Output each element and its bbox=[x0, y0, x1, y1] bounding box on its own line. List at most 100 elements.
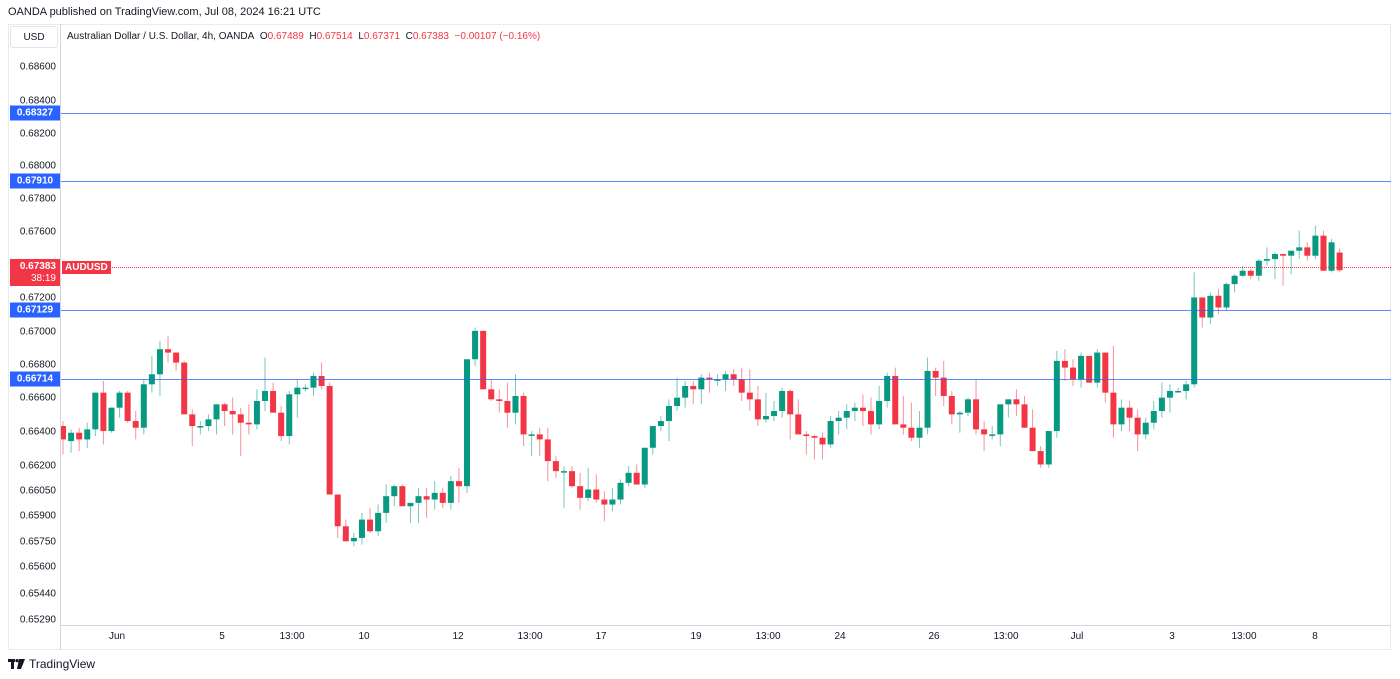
horizontal-line-label: 0.67910 bbox=[10, 173, 60, 189]
candle-down bbox=[1320, 230, 1327, 271]
candle-down bbox=[504, 382, 511, 428]
candle-up bbox=[84, 422, 91, 448]
chart-frame bbox=[8, 24, 1391, 650]
candle-up bbox=[1183, 380, 1190, 400]
candle-up bbox=[1053, 350, 1060, 438]
candle-down bbox=[940, 360, 947, 407]
price-tick: 0.66200 bbox=[19, 460, 56, 472]
price-tick: 0.65290 bbox=[19, 614, 56, 626]
price-tick: 0.67600 bbox=[19, 226, 56, 238]
candle-up bbox=[253, 389, 260, 430]
candle-up bbox=[722, 370, 729, 391]
candle-up bbox=[916, 411, 923, 448]
candle-down bbox=[1029, 409, 1036, 452]
candle-down bbox=[181, 360, 188, 415]
candle-down bbox=[399, 484, 406, 507]
legend-open-label: O bbox=[259, 31, 268, 42]
candle-up bbox=[771, 401, 778, 422]
candle-down bbox=[173, 352, 180, 371]
candle-up bbox=[1272, 252, 1278, 280]
candle-down bbox=[1086, 355, 1093, 383]
candle-up bbox=[674, 377, 681, 412]
candle-up bbox=[213, 404, 220, 435]
candle-up bbox=[666, 399, 672, 442]
candle-up bbox=[310, 372, 317, 396]
horizontal-line[interactable] bbox=[61, 379, 1391, 380]
time-tick: Jun bbox=[108, 631, 126, 642]
candle-down bbox=[480, 330, 487, 390]
candle-up bbox=[92, 392, 99, 437]
price-tick: 0.68000 bbox=[19, 160, 56, 172]
current-price-value: 0.67383 bbox=[19, 261, 56, 272]
candle-down bbox=[367, 507, 374, 533]
candle-up bbox=[1166, 384, 1173, 413]
tradingview-logo[interactable]: TradingView bbox=[8, 657, 95, 671]
candle-down bbox=[1021, 395, 1028, 428]
price-tick: 0.67000 bbox=[19, 326, 56, 338]
price-tick: 0.68200 bbox=[19, 128, 56, 140]
symbol-tag: AUDUSD bbox=[62, 261, 111, 274]
candle-down bbox=[1280, 254, 1287, 286]
candle-down bbox=[1037, 446, 1044, 468]
candle-up bbox=[350, 532, 357, 547]
candle-up bbox=[1094, 349, 1101, 388]
currency-button[interactable]: USD bbox=[10, 26, 58, 48]
candle-up bbox=[884, 372, 891, 408]
candle-down bbox=[746, 369, 753, 412]
candle-down bbox=[318, 362, 325, 390]
candle-up bbox=[205, 414, 212, 432]
candle-up bbox=[1255, 259, 1262, 281]
price-tick: 0.65750 bbox=[19, 536, 56, 548]
candle-up bbox=[302, 384, 309, 391]
candle-down bbox=[1304, 242, 1311, 261]
legend-high-value: 0.67514 bbox=[316, 31, 353, 42]
candle-up bbox=[835, 411, 842, 435]
bar-countdown: 38:19 bbox=[30, 273, 56, 284]
candle-up bbox=[1150, 401, 1157, 430]
candle-down bbox=[544, 427, 551, 482]
candle-down bbox=[981, 421, 988, 452]
candle-up bbox=[383, 484, 390, 523]
candle-down bbox=[900, 395, 907, 435]
candle-up bbox=[262, 357, 268, 412]
candle-down bbox=[326, 382, 333, 495]
candle-down bbox=[221, 402, 228, 427]
candle-up bbox=[156, 340, 163, 396]
candle-up bbox=[609, 487, 616, 512]
candle-up bbox=[1328, 239, 1335, 273]
current-price-line bbox=[110, 267, 1391, 268]
candle-down bbox=[496, 389, 503, 413]
time-tick: 13:00 bbox=[755, 631, 781, 642]
candle-down bbox=[1134, 409, 1141, 452]
time-tick: 13:00 bbox=[517, 631, 543, 642]
candle-down bbox=[1247, 269, 1254, 280]
candle-up bbox=[956, 411, 963, 433]
time-tick: 19 bbox=[690, 631, 702, 642]
horizontal-line-label: 0.68327 bbox=[10, 105, 60, 121]
candle-down bbox=[342, 519, 349, 542]
candle-up bbox=[286, 390, 293, 445]
horizontal-line[interactable] bbox=[61, 310, 1391, 311]
price-tick: 0.67200 bbox=[19, 292, 56, 304]
candle-up bbox=[641, 447, 648, 488]
candle-up bbox=[528, 431, 535, 457]
candle-up bbox=[779, 387, 786, 418]
candle-down bbox=[229, 397, 236, 435]
price-tick: 0.68400 bbox=[19, 95, 56, 107]
candle-up bbox=[843, 404, 850, 430]
candle-down bbox=[908, 402, 915, 442]
candle-up bbox=[148, 355, 155, 393]
candle-down bbox=[730, 369, 737, 386]
candle-up bbox=[1005, 399, 1012, 418]
candle-down bbox=[124, 390, 131, 423]
horizontal-line[interactable] bbox=[61, 181, 1391, 182]
candle-up bbox=[116, 390, 123, 418]
candle-down bbox=[1070, 359, 1076, 386]
horizontal-line[interactable] bbox=[61, 113, 1391, 114]
candle-down bbox=[819, 432, 826, 460]
candle-down bbox=[334, 494, 341, 538]
candle-up bbox=[375, 504, 382, 537]
candle-up bbox=[1191, 272, 1198, 388]
candle-up bbox=[1223, 282, 1230, 311]
